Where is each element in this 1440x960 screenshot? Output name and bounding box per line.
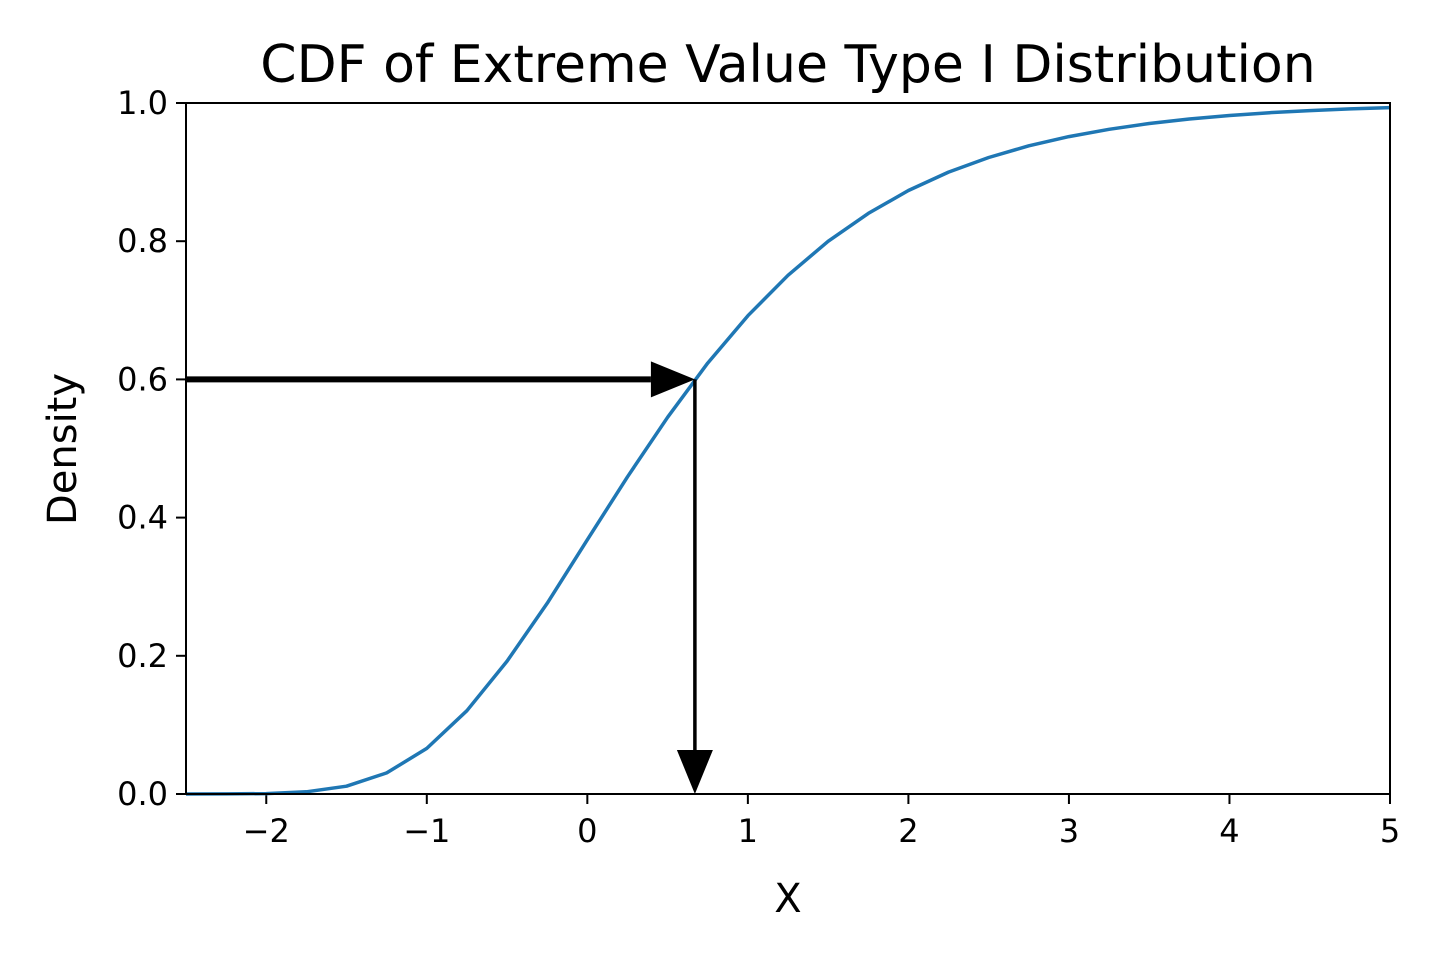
x-tick-label: −1 [403, 812, 450, 850]
x-tick-label: 0 [577, 812, 597, 850]
axes-frame [185, 102, 1391, 795]
annotation-arrow-head [676, 750, 713, 794]
y-axis-label: Density [40, 373, 86, 525]
y-tick-label: 0.6 [117, 360, 168, 398]
y-tick-label: 0.2 [117, 637, 168, 675]
series-line [185, 105, 1391, 796]
x-tick-label: 2 [898, 812, 918, 850]
plot-area [185, 105, 1391, 796]
x-tick-label: 4 [1219, 812, 1239, 850]
y-tick-label: 0.4 [117, 499, 168, 537]
x-tick-label: 5 [1380, 812, 1400, 850]
annotations [186, 361, 713, 794]
x-tick-label: 3 [1059, 812, 1079, 850]
y-tick-label: 1.0 [117, 84, 168, 122]
x-tick-label: 1 [738, 812, 758, 850]
y-tick-label: 0.0 [117, 775, 168, 813]
y-axis-ticks: 0.0 0.2 0.4 0.6 0.8 1.0 [117, 84, 186, 813]
x-tick-label: −2 [243, 812, 290, 850]
annotation-arrow-head [650, 361, 695, 398]
x-axis-ticks: −2 −1 0 1 2 3 4 5 [243, 794, 1400, 850]
y-tick-label: 0.8 [117, 222, 168, 260]
x-axis-label: X [774, 876, 801, 922]
chart-title: CDF of Extreme Value Type I Distribution [260, 35, 1315, 95]
